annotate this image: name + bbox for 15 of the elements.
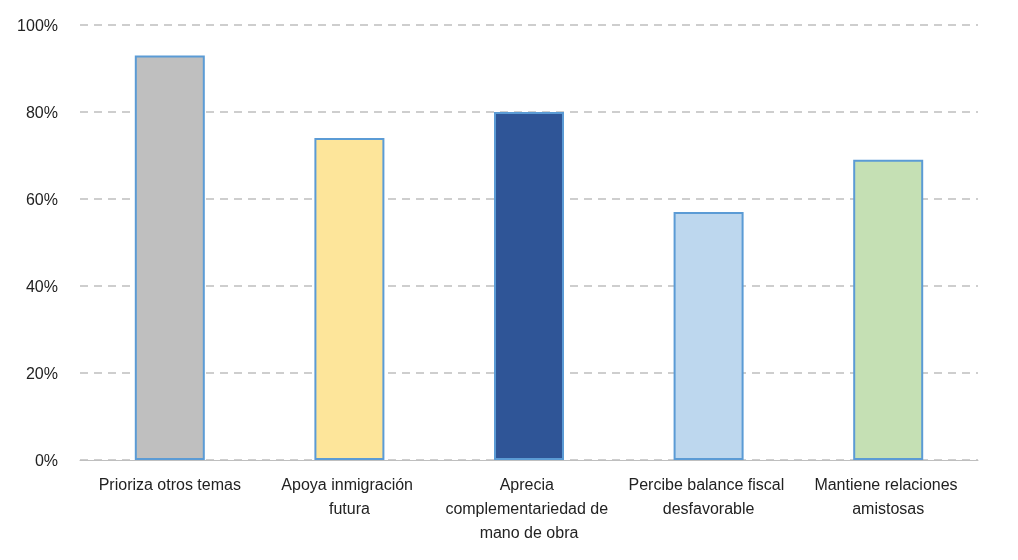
bar [314, 138, 385, 460]
bar [494, 112, 564, 460]
y-tick-label: 100% [17, 16, 58, 34]
bar [673, 212, 744, 460]
x-tick-label: Mantiene relaciones amistosas [814, 475, 963, 517]
x-tick-label: Aprecia complementariedad de mano de obra [445, 475, 613, 541]
y-tick-label: 60% [25, 190, 58, 208]
x-tick-label: Percibe balance fiscal desfavorable [628, 475, 789, 517]
y-tick-label: 40% [25, 277, 58, 295]
x-tick-label: Prioriza otros temas [98, 475, 241, 493]
bar [853, 159, 924, 460]
x-tick-label: Apoya inmigración futura [281, 475, 418, 517]
y-tick-label: 20% [25, 364, 58, 382]
y-tick-label: 80% [25, 103, 58, 121]
y-tick-label: 0% [34, 451, 58, 469]
